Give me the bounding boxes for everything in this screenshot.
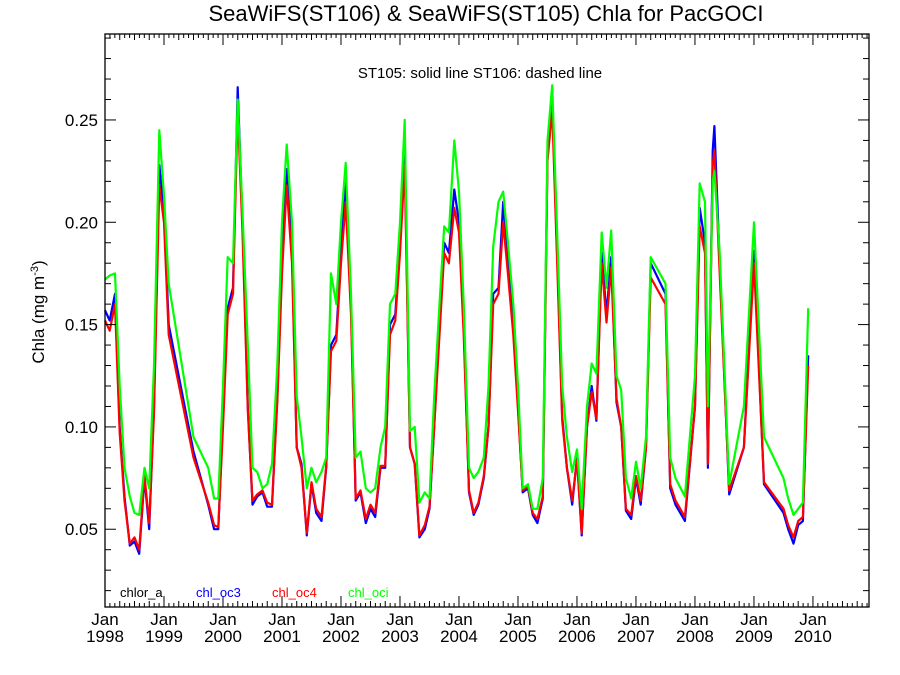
- legend-entry-chlor_a: chlor_a: [120, 585, 163, 600]
- y-tick-label: 0.25: [65, 111, 98, 130]
- y-tick-label: 0.05: [65, 520, 98, 539]
- y-axis-label-close: ): [29, 260, 48, 266]
- x-tick-label-year: 2004: [440, 627, 478, 646]
- x-tick-label-year: 2005: [499, 627, 537, 646]
- y-tick-label: 0.20: [65, 213, 98, 232]
- x-tick-label-year: 2006: [558, 627, 596, 646]
- x-tick-label-month: Jan: [504, 610, 531, 629]
- legend-entry-chl_oc4: chl_oc4: [272, 585, 317, 600]
- x-tick-label-month: Jan: [268, 610, 295, 629]
- x-tick-label-year: 2002: [322, 627, 360, 646]
- x-tick-label-month: Jan: [150, 610, 177, 629]
- y-axis-label: Chla (mg m-3): [29, 260, 48, 363]
- x-tick-label-year: 1998: [86, 627, 124, 646]
- x-tick-label-month: Jan: [563, 610, 590, 629]
- x-tick-label-year: 2003: [381, 627, 419, 646]
- x-tick-label-year: 2010: [794, 627, 832, 646]
- legend: chlor_a chl_oc3 chl_oc4 chl_oci: [120, 585, 389, 600]
- x-tick-label-year: 2009: [735, 627, 773, 646]
- x-axis-ticks: Jan1998Jan1999Jan2000Jan2001Jan2002Jan20…: [86, 34, 868, 646]
- line-style-annotation: ST105: solid line ST106: dashed line: [358, 65, 602, 82]
- x-tick-label-year: 2008: [676, 627, 714, 646]
- y-tick-label: 0.15: [65, 316, 98, 335]
- chart-title: SeaWiFS(ST106) & SeaWiFS(ST105) Chla for…: [208, 1, 763, 26]
- x-tick-label-month: Jan: [622, 610, 649, 629]
- series-line-chl_oci: [104, 84, 810, 516]
- y-axis-label-superscript: -3: [29, 266, 41, 276]
- legend-entry-chl_oci: chl_oci: [348, 585, 389, 600]
- x-tick-label-year: 2001: [263, 627, 301, 646]
- y-axis-ticks: 0.05 0.10 0.15 0.20 0.25: [65, 37, 869, 592]
- x-tick-label-month: Jan: [91, 610, 118, 629]
- x-tick-label-month: Jan: [681, 610, 708, 629]
- x-tick-label-month: Jan: [386, 610, 413, 629]
- x-tick-label-year: 2007: [617, 627, 655, 646]
- x-tick-label-month: Jan: [209, 610, 236, 629]
- x-tick-label-month: Jan: [799, 610, 826, 629]
- x-tick-label-month: Jan: [445, 610, 472, 629]
- x-tick-label-year: 1999: [145, 627, 183, 646]
- x-tick-label-year: 2000: [204, 627, 242, 646]
- plot-frame: [104, 33, 870, 608]
- y-tick-label: 0.10: [65, 418, 98, 437]
- x-tick-label-month: Jan: [327, 610, 354, 629]
- legend-entry-chl_oc3: chl_oc3: [196, 585, 241, 600]
- plot-series: [104, 84, 810, 555]
- x-tick-label-month: Jan: [740, 610, 767, 629]
- y-axis-label-text: Chla (mg m: [29, 276, 48, 364]
